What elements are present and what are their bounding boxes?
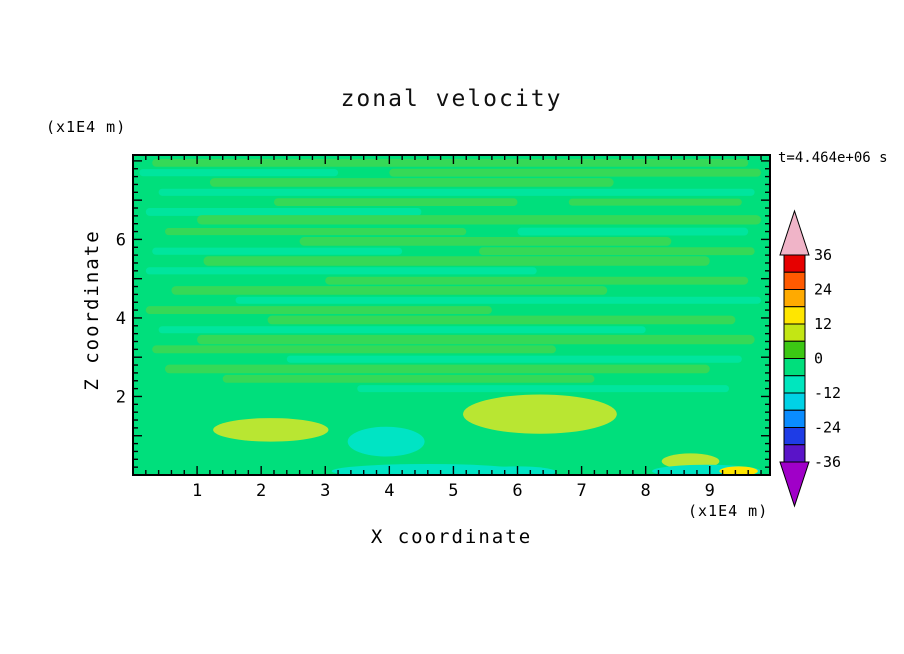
- colorbar: 36 24 12 0 -12 -24 -36: [779, 209, 841, 508]
- contour-band: [222, 374, 595, 383]
- contour-band: [273, 198, 518, 207]
- colorbar-arrow-down: [779, 461, 810, 508]
- contour-feature: [463, 394, 617, 434]
- timestamp-label: t=4.464e+06 s: [778, 150, 888, 166]
- contour-band: [299, 237, 672, 246]
- colorbar-arrow-up: [779, 209, 810, 256]
- colorbar-tick-label: -24: [814, 419, 841, 437]
- colorbar-cell: [783, 306, 806, 325]
- y-tick-label: 6: [116, 230, 126, 250]
- contour-band: [145, 208, 422, 216]
- colorbar-cell: [783, 289, 806, 308]
- colorbar-cell: [783, 392, 806, 411]
- colorbar-tick-label: 24: [814, 281, 832, 299]
- contour-band: [139, 169, 339, 177]
- contour-band: [197, 334, 755, 345]
- contour-band: [158, 326, 646, 334]
- plot-frame: [132, 154, 771, 476]
- y-tick-label: 4: [116, 309, 126, 329]
- contour-band: [389, 168, 762, 177]
- colorbar-cell: [783, 444, 806, 463]
- contour-band: [568, 198, 742, 206]
- colorbar-cell: [783, 323, 806, 342]
- colorbar-cell: [783, 254, 806, 273]
- contour-band: [286, 355, 742, 363]
- contour-band: [158, 188, 755, 196]
- contour-band: [479, 247, 755, 256]
- x-tick-label: 8: [641, 481, 651, 501]
- y-axis-unit-label: (x1E4 m): [46, 118, 127, 136]
- contour-band: [197, 215, 762, 225]
- contour-band: [145, 267, 537, 275]
- contour-band: [152, 158, 749, 167]
- x-tick-label: 6: [512, 481, 522, 501]
- colorbar-cell: [783, 340, 806, 359]
- colorbar-tick-label: 36: [814, 246, 832, 264]
- y-tick-label: 2: [116, 387, 126, 407]
- contour-band: [145, 306, 492, 315]
- contour-field: [133, 155, 770, 475]
- contour-band: [152, 247, 403, 255]
- axis-ticks: [133, 155, 770, 475]
- contour-band: [357, 385, 729, 393]
- contour-feature: [331, 464, 524, 475]
- x-tick-label: 5: [448, 481, 458, 501]
- colorbar-cell: [783, 358, 806, 377]
- contour-feature: [213, 418, 329, 442]
- contour-band: [235, 296, 762, 304]
- colorbar-cell: [783, 375, 806, 394]
- contour-band: [171, 286, 608, 295]
- chart-title: zonal velocity: [340, 86, 563, 112]
- colorbar-tick-label: 0: [814, 350, 823, 368]
- contour-band: [267, 315, 736, 325]
- x-tick-label: 4: [384, 481, 394, 501]
- colorbar-tick-label: -36: [814, 453, 841, 471]
- contour-band: [517, 227, 749, 236]
- contour-band: [209, 178, 614, 187]
- contour-band: [152, 345, 556, 354]
- colorbar-tick-label: 12: [814, 315, 832, 333]
- x-tick-label: 1: [192, 481, 202, 501]
- contour-band: [325, 276, 749, 285]
- x-axis-label: X coordinate: [370, 526, 533, 548]
- contour-feature: [347, 426, 425, 457]
- contour-band: [203, 256, 710, 266]
- contour-band: [165, 364, 710, 374]
- x-axis-unit-label: (x1E4 m): [688, 502, 769, 520]
- x-tick-label: 9: [705, 481, 715, 501]
- colorbar-cell: [783, 409, 806, 428]
- x-tick-label: 7: [576, 481, 586, 501]
- contour-band: [165, 228, 467, 236]
- x-tick-label: 3: [320, 481, 330, 501]
- x-tick-label: 2: [256, 481, 266, 501]
- colorbar-tick-label: -12: [814, 384, 841, 402]
- colorbar-cell: [783, 271, 806, 290]
- colorbar-cell: [783, 427, 806, 446]
